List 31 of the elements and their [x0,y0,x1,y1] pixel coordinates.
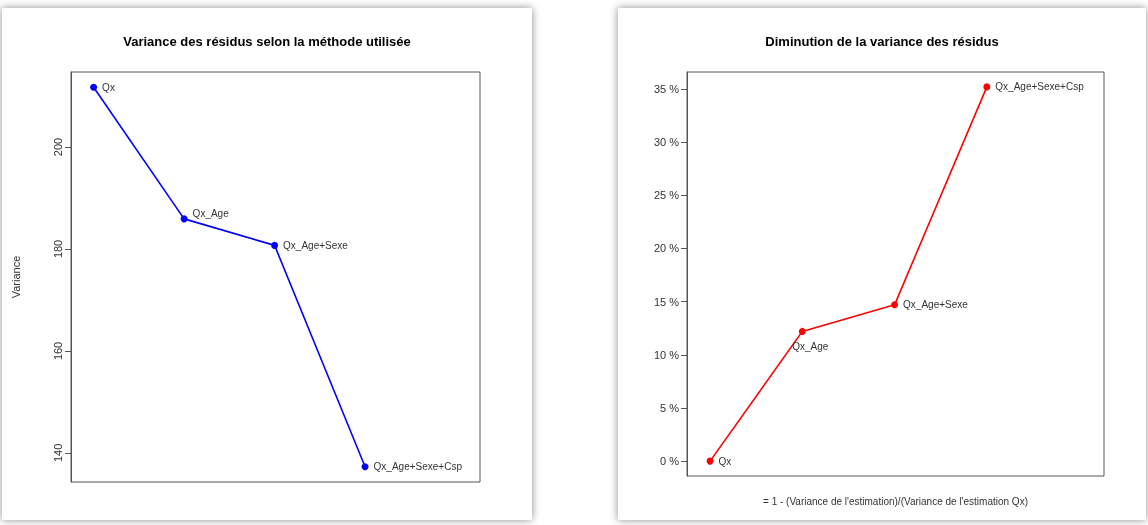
point [271,241,279,249]
data-label: Qx [102,81,115,93]
y-tick-label: 15 % [653,295,680,308]
chart-title: Diminution de la variance des résidus [765,34,999,49]
point [361,463,369,471]
y-tick-label: 0 % [660,455,680,468]
y-tick-label: 25 % [653,189,680,202]
y-tick-label: 35 % [653,83,680,96]
data-label: Qx_Age+Sexe [283,239,349,251]
data-label: Qx_Age+Sexe [903,299,969,311]
y-tick-label: 10 % [653,348,680,361]
data-label: Qx_Age+Sexe+Csp [995,81,1085,93]
data-label: Qx_Age+Sexe+Csp [373,461,463,473]
y-tick-label: 160 [51,341,64,361]
point [891,301,899,309]
point [798,327,806,335]
y-tick-label: 20 % [653,242,680,255]
x-axis-title: = 1 - (Variance de l'estimation)/(Variance de l'estimation Qx) [763,495,1028,507]
y-tick-label: 180 [51,239,64,259]
data-label: Qx_Age [192,208,230,220]
y-axis-title: Variance [9,255,22,299]
data-label: Qx_Age [792,341,829,353]
chart-title: Variance des résidus selon la méthode utilisée [123,34,411,49]
point [90,83,98,91]
y-tick-label: 200 [51,137,64,157]
data-label: Qx [718,455,732,467]
y-tick-label: 5 % [660,401,680,414]
y-tick-label: 140 [51,443,64,463]
point [180,215,188,223]
point [983,83,991,91]
y-tick-label: 30 % [653,136,680,149]
